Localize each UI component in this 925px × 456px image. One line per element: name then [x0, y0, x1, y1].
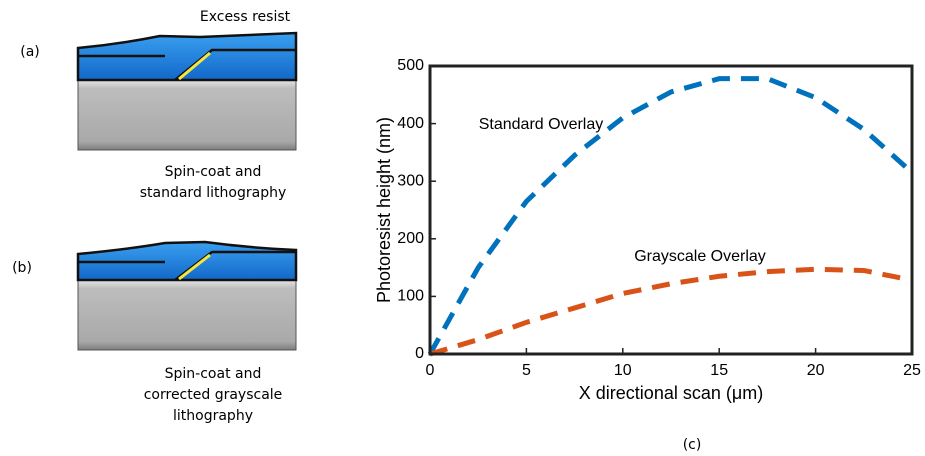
panel-label: (b) — [12, 260, 32, 276]
diagram-b — [78, 242, 296, 350]
y-axis-label: Photoresist height (nm) — [374, 117, 394, 303]
caption: Spin-coat and — [165, 366, 262, 382]
x-tick-label: 10 — [614, 362, 632, 379]
x-tick-label: 5 — [522, 362, 531, 379]
panel-label: (a) — [20, 44, 40, 60]
series-label: Standard Overlay — [479, 116, 604, 133]
y-tick-label: 0 — [415, 345, 424, 362]
x-axis-label: X directional scan (μm) — [579, 383, 763, 403]
x-tick-label: 0 — [426, 362, 435, 379]
caption: standard lithography — [140, 185, 287, 201]
x-tick-label: 25 — [903, 362, 921, 379]
series-line — [430, 269, 912, 354]
panel-label: (c) — [683, 437, 702, 453]
series-label: Grayscale Overlay — [634, 248, 766, 265]
y-tick-label: 100 — [397, 288, 424, 305]
figure: (a) Excess resist Spin-coat and standard… — [0, 0, 925, 456]
x-tick-label: 20 — [807, 362, 825, 379]
caption: lithography — [173, 408, 253, 424]
y-tick-label: 300 — [397, 172, 424, 189]
x-tick-label: 15 — [710, 362, 728, 379]
y-tick-label: 200 — [397, 230, 424, 247]
annotation: Excess resist — [200, 9, 291, 25]
y-tick-label: 500 — [397, 57, 424, 74]
caption: Spin-coat and — [165, 164, 262, 180]
diagram-a — [78, 33, 296, 150]
y-tick-label: 400 — [397, 115, 424, 132]
caption: corrected grayscale — [144, 387, 283, 403]
plot-frame — [430, 66, 912, 354]
